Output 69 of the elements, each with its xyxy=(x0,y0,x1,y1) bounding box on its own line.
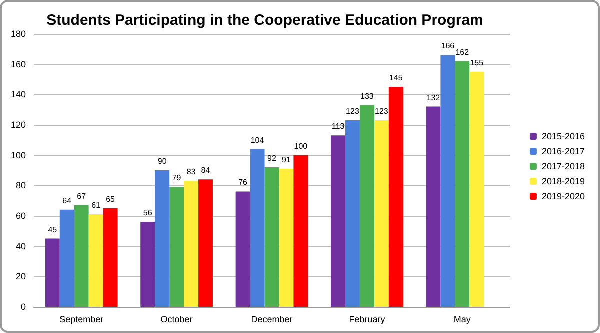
y-tick-label: 0 xyxy=(20,302,26,312)
bar xyxy=(184,181,199,307)
bar xyxy=(360,105,374,307)
y-tick-label: 20 xyxy=(16,272,26,282)
data-label: 91 xyxy=(282,155,292,164)
data-label: 123 xyxy=(374,106,389,116)
bar xyxy=(170,187,184,307)
data-label: 123 xyxy=(346,106,360,116)
y-tick-label: 40 xyxy=(16,241,26,252)
y-tick-label: 60 xyxy=(16,211,26,221)
x-tick-label: October xyxy=(160,314,193,324)
bar xyxy=(103,208,118,307)
data-label: 65 xyxy=(106,194,116,204)
data-label: 64 xyxy=(62,196,72,206)
bar xyxy=(426,106,441,307)
data-label: 84 xyxy=(201,166,211,176)
bar xyxy=(294,155,308,307)
y-tick-label: 100 xyxy=(10,150,26,160)
legend-label: 2018-2019 xyxy=(542,176,586,186)
data-label: 113 xyxy=(332,122,346,132)
y-tick-label: 120 xyxy=(10,120,26,130)
x-tick-label: September xyxy=(60,314,104,324)
y-tick-label: 160 xyxy=(10,59,26,70)
legend-label: 2017-2018 xyxy=(542,162,586,172)
bar xyxy=(45,238,60,307)
data-label: 45 xyxy=(48,225,58,234)
bar xyxy=(345,120,360,307)
bar xyxy=(470,72,484,307)
y-tick-label: 80 xyxy=(16,180,26,191)
data-label: 132 xyxy=(426,93,441,102)
bar xyxy=(155,170,170,307)
bar xyxy=(279,168,294,307)
y-tick-label: 180 xyxy=(10,29,26,39)
legend-label: 2015-2016 xyxy=(542,132,586,142)
legend-label: 2019-2020 xyxy=(542,192,586,202)
x-tick-label: February xyxy=(349,314,386,324)
bar xyxy=(331,136,346,307)
data-label: 92 xyxy=(268,154,277,163)
data-label: 166 xyxy=(441,42,456,51)
bar xyxy=(388,87,404,307)
data-label: 76 xyxy=(238,178,248,188)
bar xyxy=(198,180,213,307)
bar xyxy=(264,167,280,307)
data-label: 56 xyxy=(143,208,153,218)
bar xyxy=(140,222,156,307)
legend-label: 2016-2017 xyxy=(542,146,586,156)
data-label: 155 xyxy=(470,58,484,68)
bar xyxy=(88,214,104,307)
data-label: 133 xyxy=(360,92,374,101)
bar xyxy=(74,205,89,307)
data-label: 104 xyxy=(250,136,265,145)
chart-title: Students Participating in the Cooperative Education Program xyxy=(46,12,484,29)
bar xyxy=(440,55,456,307)
bar xyxy=(455,61,470,307)
data-label: 90 xyxy=(158,157,168,166)
x-tick-label: December xyxy=(251,314,293,324)
data-label: 162 xyxy=(456,48,470,57)
data-label: 145 xyxy=(389,74,404,83)
data-label: 61 xyxy=(92,200,102,210)
bar xyxy=(236,192,250,307)
data-label: 100 xyxy=(294,142,308,151)
x-tick-label: May xyxy=(454,314,472,324)
data-label: 79 xyxy=(172,174,182,183)
bar xyxy=(60,210,74,307)
bar xyxy=(250,149,265,307)
data-label: 83 xyxy=(186,168,196,177)
bar xyxy=(374,120,389,307)
data-label: 67 xyxy=(77,192,87,201)
y-tick-label: 140 xyxy=(10,90,26,100)
